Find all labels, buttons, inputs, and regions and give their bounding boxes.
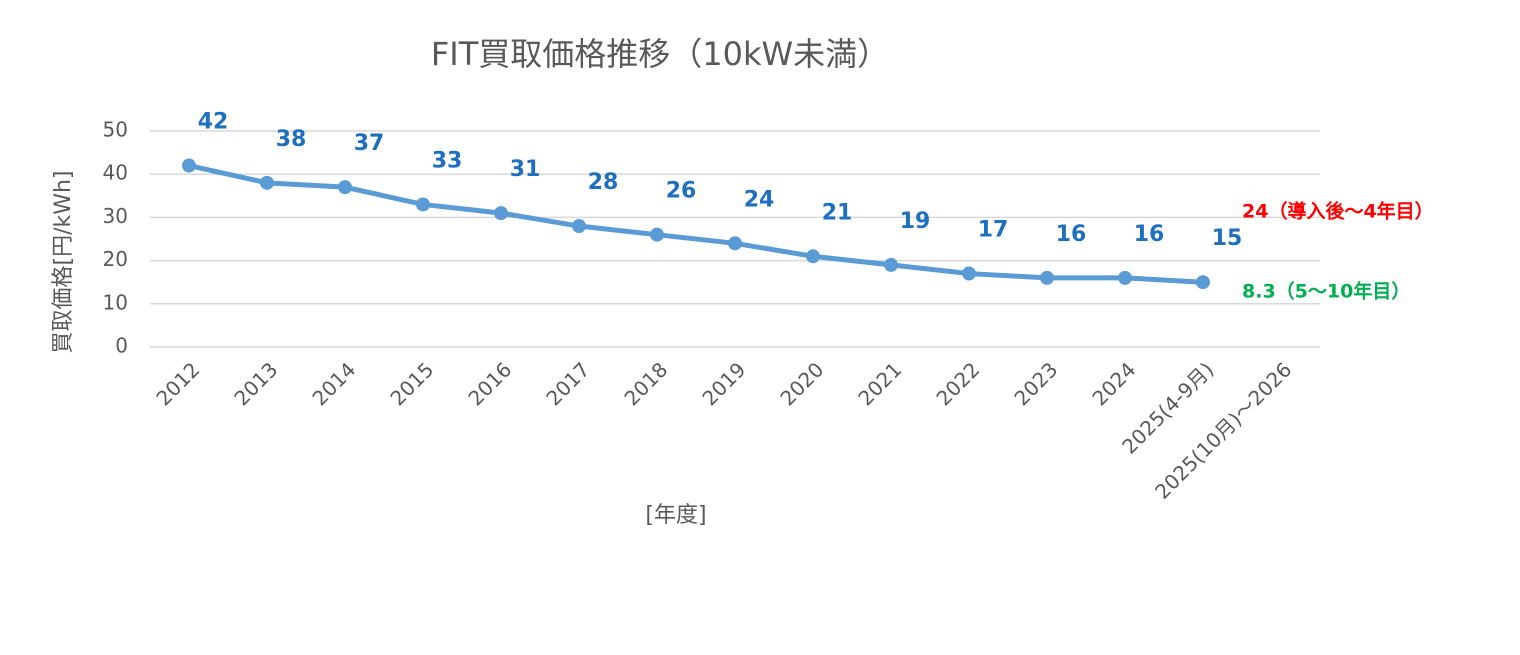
data-label: 37 [354,131,385,156]
point [650,227,664,242]
data-label: 15 [1212,226,1243,251]
data-label: 42 [198,110,229,135]
data-label: 26 [666,179,697,204]
data-label: 28 [588,170,619,195]
y-tick-label: 0 [115,334,128,358]
x-tick-label: 2020 [775,357,828,410]
y-tick-label: 40 [103,161,128,185]
x-axis-label: [年度] [645,503,706,528]
point [884,257,898,272]
point [1040,270,1054,285]
y-tick-label: 10 [103,290,128,314]
point [1118,270,1132,285]
data-label: 31 [510,157,541,182]
data-label: 21 [822,200,853,225]
annotation: 8.3（5～10年目） [1242,280,1410,303]
x-tick-label: 2024 [1087,357,1140,410]
x-tick-label: 2025(10月)～2026 [1150,357,1296,503]
data-label: 16 [1134,222,1165,247]
point [1196,275,1210,290]
data-label: 33 [432,148,463,173]
x-tick-label: 2022 [931,357,984,410]
data-label: 19 [900,209,931,234]
point [494,206,508,221]
y-tick-label: 50 [103,118,128,142]
point [416,197,430,212]
y-axis-label: 買取価格[円/kWh] [51,170,76,353]
x-tick-label: 2014 [307,357,360,410]
point [728,236,742,251]
data-label: 24 [744,187,775,212]
point [338,180,352,195]
line [188,163,1204,285]
x-tick-label: 2013 [229,357,282,410]
x-tick-label: 2017 [541,357,594,410]
point [806,249,820,264]
x-tick-label: 2016 [463,357,516,410]
chart-title: FIT買取価格推移（10kW未満） [431,35,889,73]
annotation: 24（導入後～4年目） [1242,200,1434,223]
data-label: 38 [276,127,307,152]
x-tick-label: 2015 [385,357,438,410]
point [572,219,586,234]
x-tick-label: 2023 [1009,357,1062,410]
x-tick-label: 2018 [619,357,672,410]
y-tick-label: 20 [103,247,128,271]
point [260,175,274,190]
y-tick-label: 30 [103,204,128,228]
x-tick-label: 2019 [697,357,750,410]
point [962,266,976,281]
data-label: 17 [978,218,1009,243]
point [182,158,196,173]
x-tick-label: 2021 [853,357,906,410]
data-label: 16 [1056,222,1087,247]
x-tick-label: 2012 [151,357,204,410]
